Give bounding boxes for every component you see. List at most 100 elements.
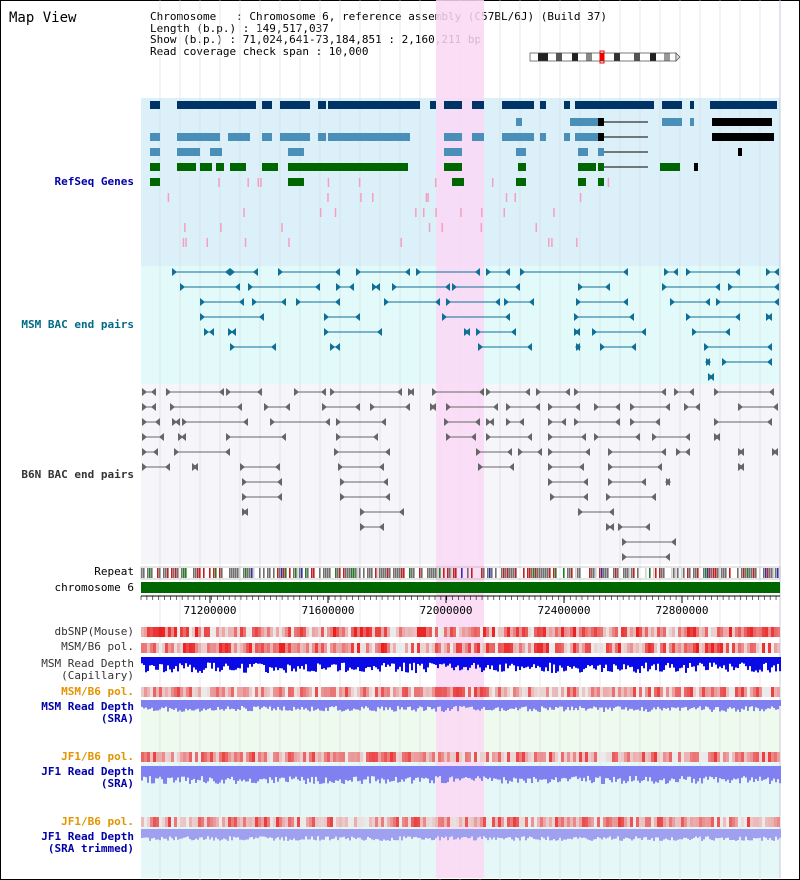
repeat-mark	[431, 568, 433, 578]
jf1-sra-depth-bar	[673, 766, 675, 780]
msm-capillary-depth-bar	[157, 657, 159, 670]
refseq-minor-tick	[441, 223, 444, 232]
axis-tick-label: 71600000	[302, 604, 355, 617]
jf1-trimmed-depth-bar	[339, 829, 341, 838]
repeat-mark	[429, 568, 431, 578]
msm-capillary-depth-bar	[277, 657, 279, 671]
msm-pol-strip	[240, 643, 243, 653]
repeat-mark	[749, 568, 751, 578]
jf1-trimmed-depth-bar	[553, 829, 555, 840]
msm-sra-depth-bar	[231, 700, 233, 709]
dbsnp-strip	[567, 627, 570, 637]
jf1-pol-strip-2	[285, 817, 288, 827]
jf1-pol-strip-2	[405, 817, 408, 827]
b6n-bac-pair-end	[635, 433, 640, 441]
ideogram-band	[664, 53, 670, 61]
dbsnp-strip	[180, 627, 183, 637]
jf1-pol-strip-2	[726, 817, 729, 827]
jf1-sra-depth-bar	[157, 766, 159, 779]
repeat-mark	[579, 568, 581, 578]
msm-sra-depth-bar	[251, 700, 253, 712]
msm-bac-pair-end	[505, 268, 510, 276]
msm-pol-strip	[180, 643, 183, 653]
repeat-mark	[543, 568, 545, 578]
jf1-sra-depth-bar	[561, 766, 563, 779]
msm-bac-pair-end	[204, 328, 209, 336]
jf1-sra-depth-bar	[469, 766, 471, 779]
msm-sra-depth-bar	[227, 700, 229, 707]
jf1-sra-depth-bar	[289, 766, 291, 777]
b6n-bac-pair-end	[142, 433, 147, 441]
msm-pol-strip	[192, 643, 195, 653]
jf1-trimmed-depth-bar	[241, 829, 243, 840]
msm-pol-strip-2	[228, 687, 231, 697]
jf1-trimmed-depth-bar	[455, 829, 457, 840]
dbsnp-strip	[585, 627, 588, 637]
msm-bac-pair-end	[259, 313, 264, 321]
dbsnp-strip	[486, 627, 489, 637]
msm-pol-strip-2	[318, 687, 321, 697]
jf1-pol-strip	[732, 752, 735, 762]
msm-pol-strip	[735, 643, 738, 653]
dbsnp-strip	[606, 627, 609, 637]
msm-sra-depth-bar	[521, 700, 523, 708]
msm-capillary-depth-bar	[457, 657, 459, 666]
jf1-sra-depth-bar	[261, 766, 263, 780]
b6n-bac-pair-end	[641, 478, 646, 486]
dbsnp-strip	[189, 627, 192, 637]
msm-capillary-depth-bar	[289, 657, 291, 666]
msm-sra-depth-bar	[451, 700, 453, 710]
jf1-pol-strip	[735, 752, 738, 762]
msm-pol-strip-2	[648, 687, 651, 697]
jf1-pol-strip-2	[606, 817, 609, 827]
msm-sra-depth-bar	[731, 700, 733, 709]
msm-pol-strip-2	[240, 687, 243, 697]
jf1-sra-depth-bar	[539, 766, 541, 780]
msm-bac-pair-end	[335, 268, 340, 276]
jf1-pol-strip-2	[402, 817, 405, 827]
jf1-trimmed-depth-bar	[463, 829, 465, 838]
refseq-minor-tick	[505, 193, 508, 202]
msm-pol-strip	[393, 643, 396, 653]
msm-pol-strip-2	[222, 687, 225, 697]
msm-pol-strip-2	[363, 687, 366, 697]
msm-pol-strip	[549, 643, 552, 653]
msm-pol-strip	[201, 643, 204, 653]
b6n-bac-pair-end	[142, 418, 147, 426]
jf1-sra-depth-bar	[223, 766, 225, 784]
ideogram-band	[548, 53, 556, 61]
jf1-pol-strip-2	[465, 817, 468, 827]
b6n-bac-pair-end	[630, 418, 635, 426]
msm-pol-strip-2	[204, 687, 207, 697]
jf1-trimmed-depth-bar	[523, 829, 525, 837]
jf1-pol-strip	[489, 752, 492, 762]
msm-sra-depth-bar	[461, 700, 463, 707]
jf1-trimmed-depth-bar	[303, 829, 305, 840]
msm-pol-strip-2	[369, 687, 372, 697]
jf1-pol-strip	[627, 752, 630, 762]
jf1-trimmed-depth-bar	[469, 829, 471, 839]
jf1-sra-depth-bar	[507, 766, 509, 784]
repeat-mark	[453, 568, 455, 578]
msm-sra-depth-bar	[443, 700, 445, 712]
msm-sra-depth-bar	[239, 700, 241, 710]
jf1-trimmed-depth-bar	[767, 829, 769, 840]
jf1-sra-depth-bar	[765, 766, 767, 780]
msm-pol-strip-2	[261, 687, 264, 697]
msm-pol-strip	[726, 643, 729, 653]
b6n-bac-pair-end	[225, 448, 230, 456]
msm-capillary-depth-bar	[159, 657, 161, 665]
msm-pol-strip	[651, 643, 654, 653]
msm-capillary-depth-bar	[497, 657, 499, 672]
msm-pol-strip	[387, 643, 390, 653]
b6n-bac-pair-end	[714, 418, 719, 426]
msm-pol-strip	[585, 643, 588, 653]
msm-pol-strip-2	[246, 687, 249, 697]
jf1-pol-strip	[357, 752, 360, 762]
jf1-sra-depth-bar	[769, 766, 771, 784]
jf1-trimmed-depth-bar	[669, 829, 671, 841]
msm-capillary-depth-bar	[255, 657, 257, 663]
msm-capillary-depth-bar	[449, 657, 451, 664]
msm-bac-pair-end	[629, 313, 634, 321]
